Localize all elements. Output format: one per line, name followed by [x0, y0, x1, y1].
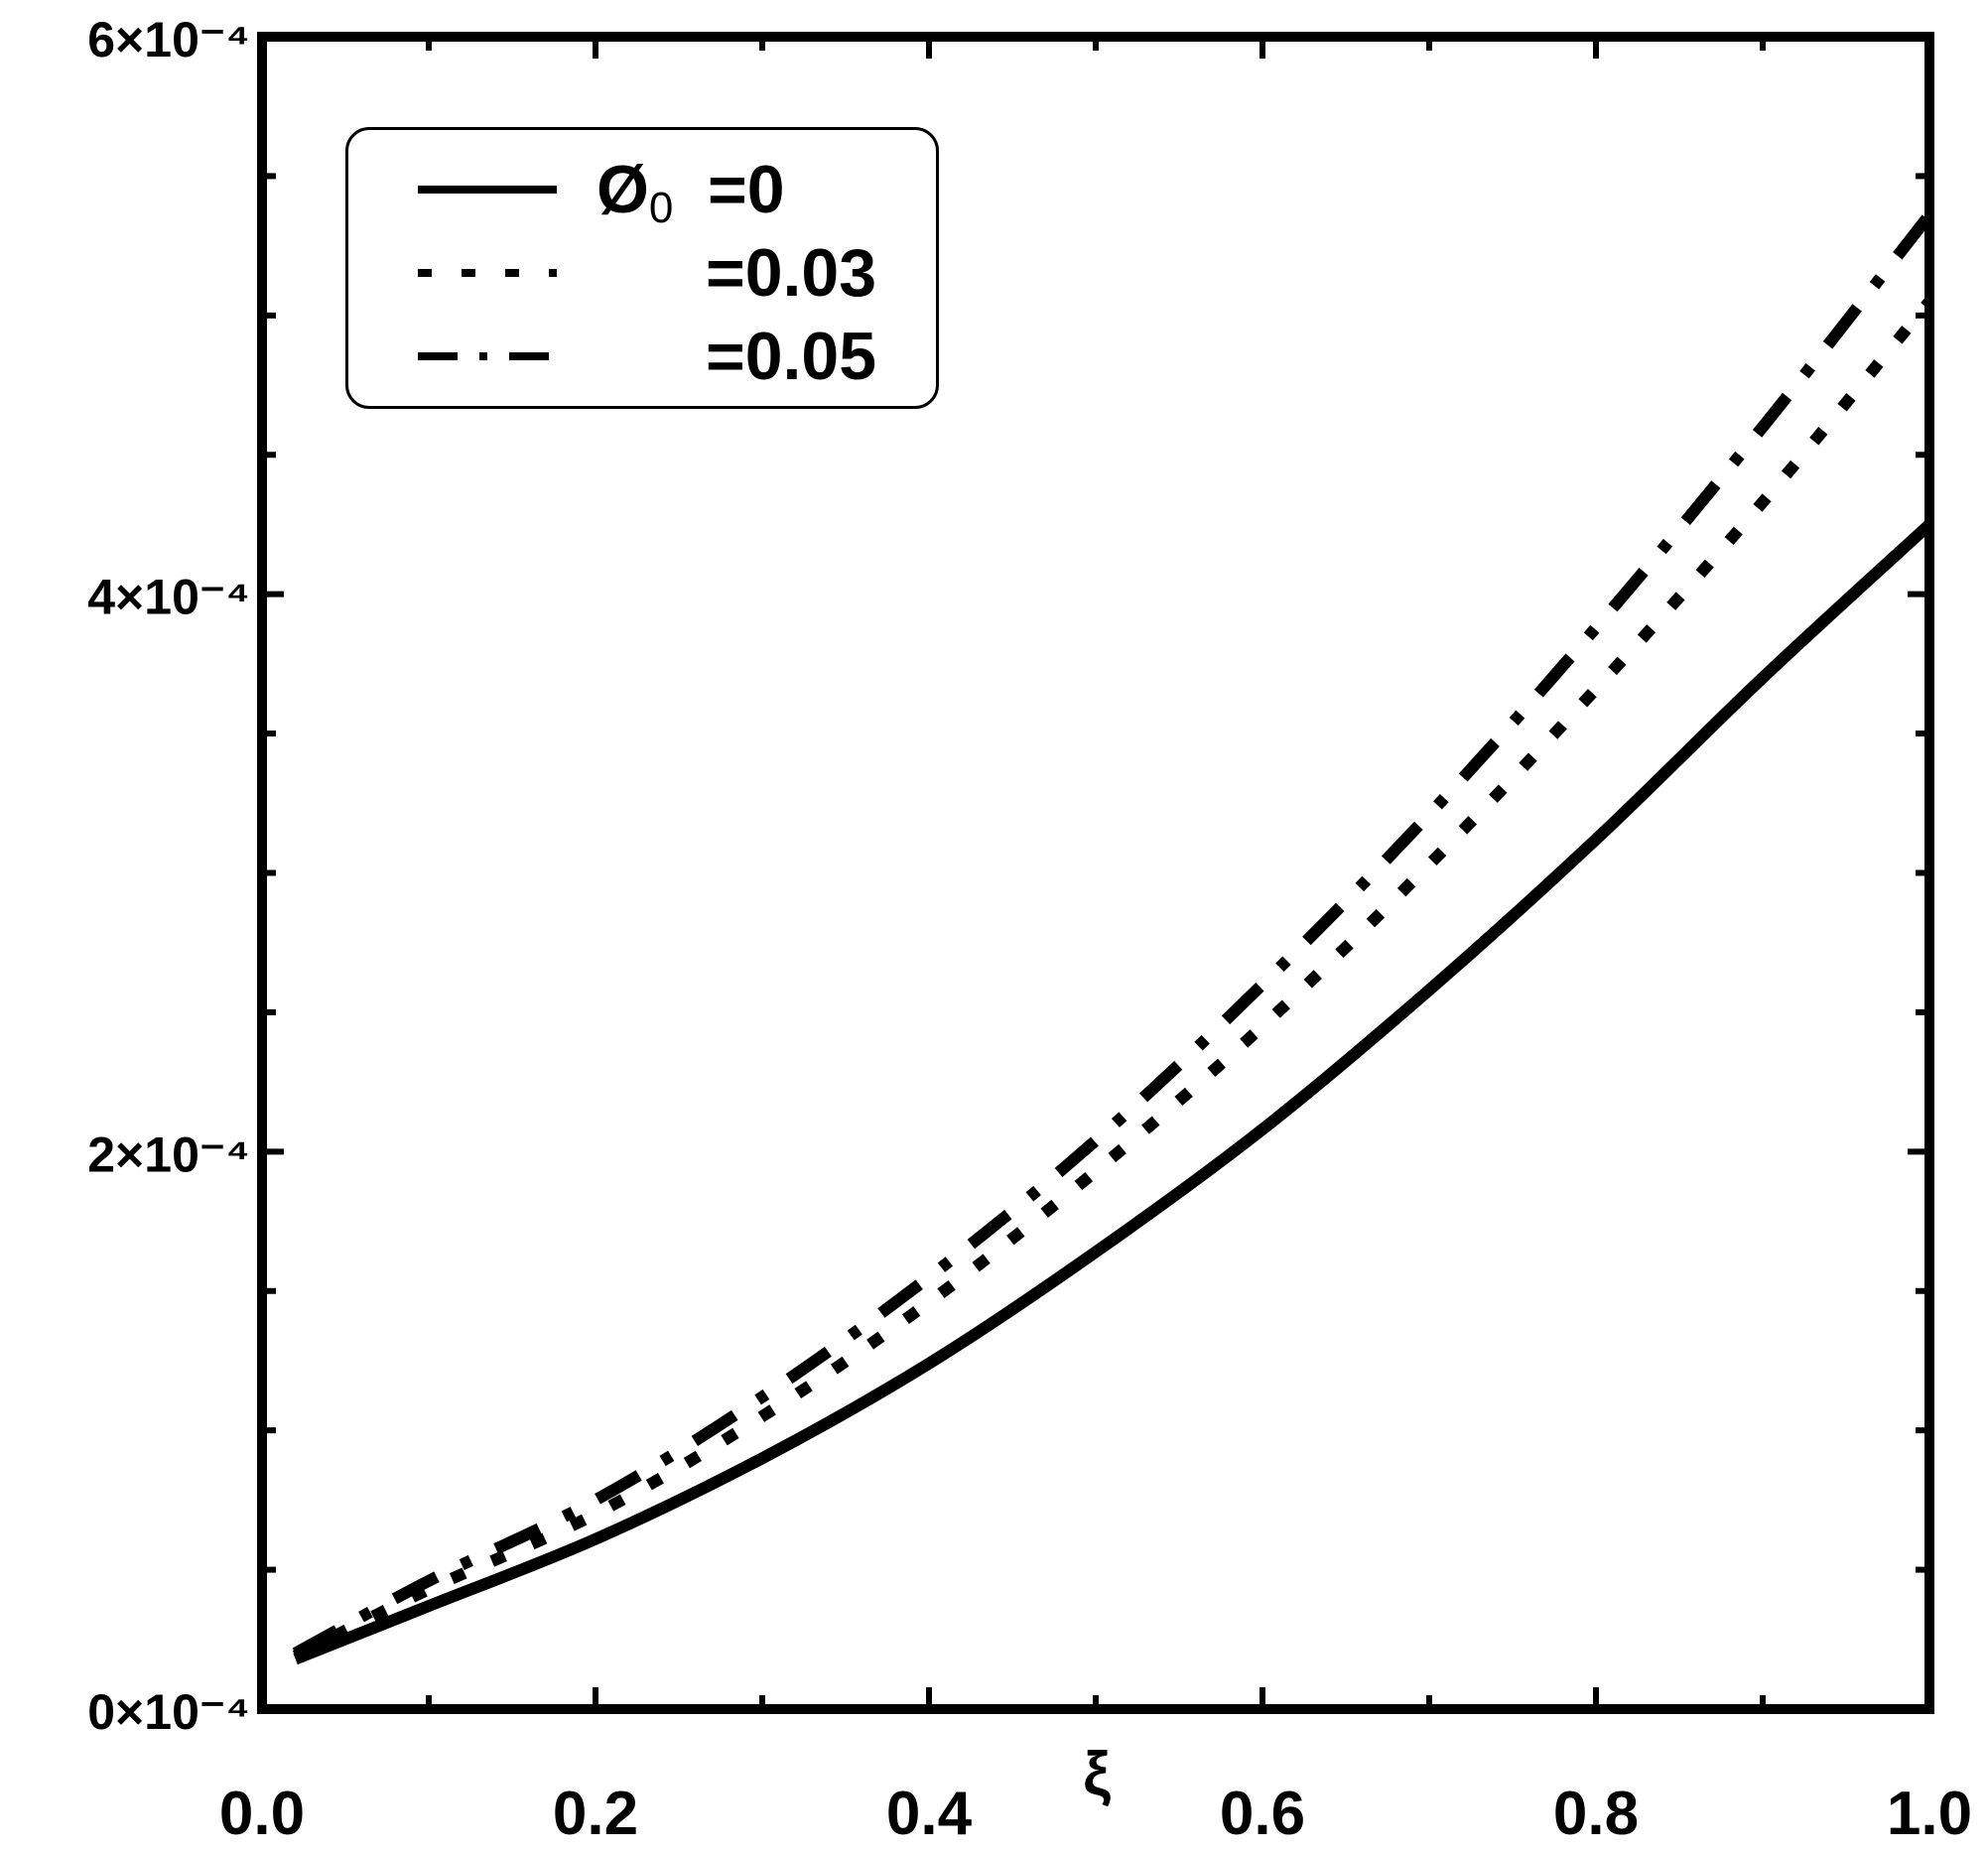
legend-label: =0.05	[706, 319, 877, 394]
legend-swatch-dash-dot	[418, 352, 557, 360]
legend-label: =0	[708, 152, 785, 227]
legend-swatch-dotted	[418, 269, 557, 277]
series-line-solid	[293, 520, 1934, 1665]
x-tick-label: 0.4	[886, 1780, 973, 1848]
x-tick-label: 0.2	[553, 1780, 638, 1848]
series-line-dotted	[292, 297, 1934, 1661]
y-tick-label: 6×10⁻⁴	[87, 12, 250, 67]
x-tick-label: 0.6	[1220, 1780, 1305, 1848]
plot-frame	[257, 32, 1934, 1714]
y-tick-label: 0×10⁻⁴	[87, 1684, 250, 1740]
legend: Ø0 =0 =0.03 =0.05	[345, 127, 939, 409]
legend-entry: Ø0 =0	[348, 152, 936, 232]
x-tick-label: 0.8	[1553, 1780, 1639, 1848]
x-tick-label: 1.0	[1887, 1780, 1972, 1848]
labels-layer: 0.0 0.2 0.4 0.6 0.8 1.0 0×10⁻⁴ 2×10⁻⁴ 4×10⁻⁴ 6×10…	[87, 12, 1972, 1848]
x-axis-label: ξ	[1083, 1740, 1111, 1808]
series-line-dash-dot	[292, 210, 1934, 1659]
y-tick-label: 2×10⁻⁴	[87, 1126, 250, 1182]
legend-symbol: Ø0	[596, 152, 674, 232]
legend-entry: =0.03	[348, 235, 936, 311]
series-layer	[292, 210, 1934, 1665]
x-tick-label: 0.0	[219, 1780, 305, 1848]
legend-entry: =0.05	[348, 319, 936, 394]
legend-label: =0.03	[706, 235, 877, 311]
legend-swatch-solid	[418, 186, 557, 194]
y-tick-label: 4×10⁻⁴	[87, 570, 250, 625]
